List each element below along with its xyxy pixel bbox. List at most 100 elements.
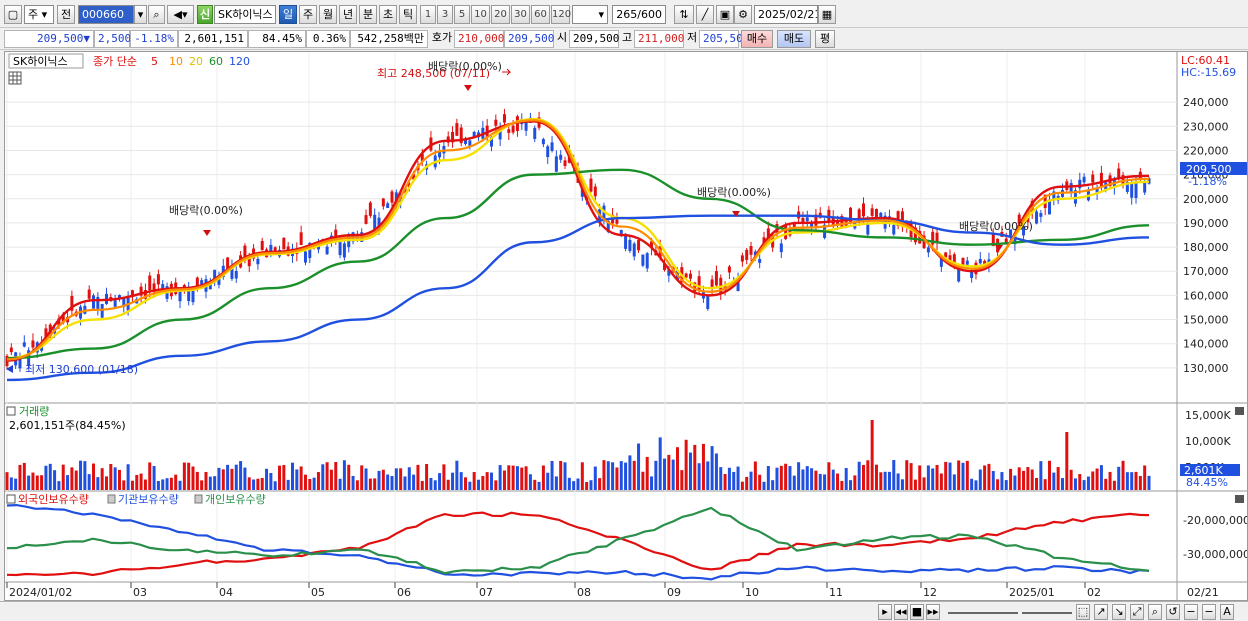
search-icon[interactable]: ⌕: [148, 5, 165, 24]
stock-label-box[interactable]: [8, 53, 84, 69]
speaker-icon[interactable]: ◀▾: [167, 5, 194, 24]
volume-bar: [429, 477, 433, 490]
zoom-out-icon[interactable]: −: [1202, 604, 1216, 620]
stock-name-field[interactable]: SK하이닉스: [214, 5, 276, 24]
volume-bar: [520, 467, 524, 490]
sell-button[interactable]: 매도: [777, 30, 811, 48]
candle-body: [334, 229, 338, 242]
holdings-panel-toggle[interactable]: [6, 494, 16, 504]
turnover-ratio: 0.36%: [306, 30, 350, 48]
interval-button-20[interactable]: 20: [491, 5, 510, 24]
rewind-icon[interactable]: ◂◂: [894, 604, 908, 620]
period-unit-select[interactable]: 주 ▾: [24, 5, 54, 24]
interval-button-5[interactable]: 5: [454, 5, 470, 24]
period-button-week[interactable]: 주: [299, 5, 317, 24]
crosshair-icon[interactable]: ↗: [1094, 604, 1108, 620]
candle-body: [697, 276, 701, 290]
interval-button-3[interactable]: 3: [437, 5, 453, 24]
zoom-slider[interactable]: [948, 604, 1018, 614]
period-button-minute[interactable]: 분: [359, 5, 377, 24]
period-button-second[interactable]: 초: [379, 5, 397, 24]
volume-panel-toggle[interactable]: [6, 406, 16, 416]
zoom-slider-track[interactable]: [1022, 604, 1072, 614]
dividend-label-dec: 배당락(0.00%): [959, 220, 1033, 233]
grid-toggle-icon[interactable]: [8, 71, 22, 85]
holdings-tick-label: -20,000,000: [1183, 514, 1247, 527]
candle-body: [563, 160, 567, 167]
stock-code-input[interactable]: 000660: [78, 5, 134, 24]
candle-body: [805, 217, 809, 222]
holdings-series-individual: 개인보유수량: [205, 493, 266, 506]
volume-bar: [420, 480, 424, 490]
volume-bar: [589, 480, 593, 490]
date-field[interactable]: 2025/02/21: [754, 5, 818, 24]
volume-bar: [606, 461, 610, 490]
volume-bar: [974, 480, 978, 490]
font-size-icon[interactable]: A: [1220, 604, 1234, 620]
candle-body: [1017, 214, 1021, 224]
eval-button[interactable]: 평: [815, 30, 835, 48]
lc-label: LC:60.41: [1181, 54, 1230, 67]
stop-icon[interactable]: ■: [910, 604, 924, 620]
volume-bar: [641, 471, 645, 490]
save-icon[interactable]: ▣: [716, 5, 734, 24]
gear-icon[interactable]: ⚙: [734, 5, 752, 24]
interval-button-30[interactable]: 30: [511, 5, 530, 24]
interval-custom-select[interactable]: ▾: [572, 5, 608, 24]
volume-bar: [316, 472, 320, 490]
volume-bar: [909, 463, 913, 490]
volume-bar: [104, 476, 108, 490]
fast-forward-icon[interactable]: ▸▸: [926, 604, 940, 620]
minus-icon[interactable]: −: [1184, 604, 1198, 620]
volume-bar: [1125, 472, 1129, 490]
high-price: 211,000: [634, 30, 684, 48]
count-display[interactable]: 265/600: [612, 5, 666, 24]
volume-bar: [286, 479, 290, 490]
interval-button-1[interactable]: 1: [420, 5, 436, 24]
calendar-icon[interactable]: ▦: [818, 5, 836, 24]
restore-icon[interactable]: ↺: [1166, 604, 1180, 620]
volume-bar: [775, 467, 779, 490]
ask-label: 호가: [431, 31, 453, 44]
volume-bar: [325, 462, 329, 490]
candle-body: [991, 233, 995, 247]
candle-body: [926, 247, 930, 253]
diagonal-icon[interactable]: ↘: [1112, 604, 1126, 620]
volume-bar: [22, 462, 26, 490]
volume-bar: [351, 475, 355, 490]
volume-bar: [66, 475, 70, 490]
buy-button[interactable]: 매수: [741, 30, 773, 48]
interval-button-60[interactable]: 60: [531, 5, 550, 24]
chart-area[interactable]: 240,000 230,000 220,000 210,000 200,000 190,0…: [4, 51, 1248, 601]
scroll-right-icon[interactable]: ▸: [878, 604, 892, 620]
holdings-panel-close-icon[interactable]: [1235, 495, 1244, 503]
candle-body: [922, 235, 926, 249]
period-button-tick[interactable]: 틱: [399, 5, 417, 24]
candle-body: [632, 243, 636, 257]
volume-bar: [792, 475, 796, 490]
cursor-tool-icon[interactable]: ⬚: [1076, 604, 1090, 620]
volume-bar: [269, 472, 273, 490]
period-button-year[interactable]: 년: [339, 5, 357, 24]
magnifier-icon[interactable]: ⌕: [1148, 604, 1162, 620]
period-button-day[interactable]: 일: [279, 5, 297, 24]
new-badge[interactable]: 신: [197, 5, 213, 24]
zoom-fit-icon[interactable]: ⤢: [1130, 604, 1144, 620]
volume-bar: [442, 464, 446, 490]
candle-body: [459, 127, 463, 144]
draw-line-icon[interactable]: ╱: [696, 5, 714, 24]
volume-bar: [1035, 477, 1039, 490]
volume-bar: [645, 456, 649, 490]
interval-button-120[interactable]: 120: [551, 5, 571, 24]
window-icon[interactable]: ▢: [4, 5, 22, 24]
volume-panel-close-icon[interactable]: [1235, 407, 1244, 415]
chart-tool-icon[interactable]: ⇅: [674, 5, 694, 24]
volume-bar: [996, 479, 1000, 490]
stock-code-dropdown-icon[interactable]: ▾: [134, 5, 147, 24]
prev-button[interactable]: 전: [57, 5, 75, 24]
candle-body: [407, 183, 411, 188]
holdings-line: [6, 503, 1150, 581]
interval-button-10[interactable]: 10: [471, 5, 490, 24]
period-button-month[interactable]: 월: [319, 5, 337, 24]
chart-canvas[interactable]: 240,000230,000220,000210,000200,000190,0…: [5, 52, 1248, 600]
